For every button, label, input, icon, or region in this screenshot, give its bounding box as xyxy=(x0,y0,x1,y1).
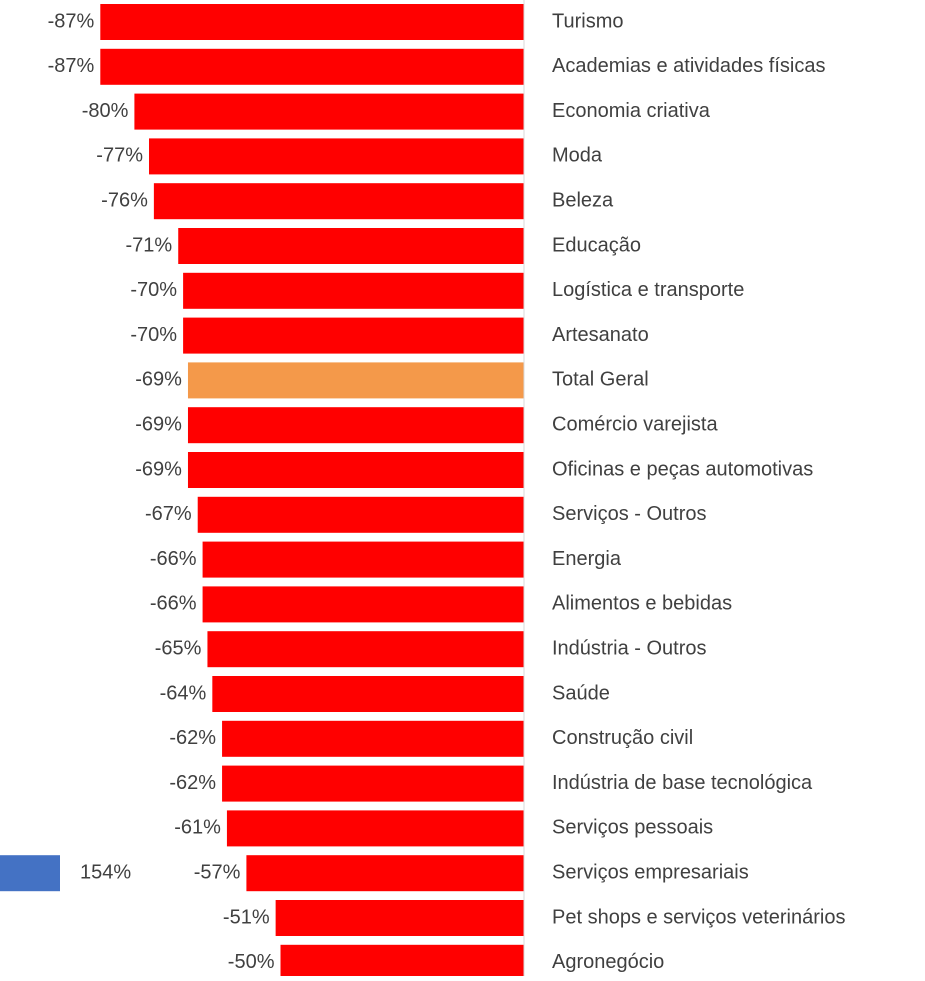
bar xyxy=(153,183,524,220)
category-label: Alimentos e bebidas xyxy=(552,593,732,615)
category-label: Oficinas e peças automotivas xyxy=(552,458,813,480)
bar xyxy=(100,48,524,85)
data-label: -51% xyxy=(223,906,270,928)
bar xyxy=(222,720,524,757)
data-label: -87% xyxy=(48,55,95,77)
bar xyxy=(202,586,524,623)
bar xyxy=(134,93,524,130)
bar xyxy=(275,900,524,936)
data-label: -67% xyxy=(145,503,192,525)
category-label: Artesanato xyxy=(552,324,649,346)
bar xyxy=(187,452,524,488)
data-label: -80% xyxy=(82,100,129,122)
data-label: 154% xyxy=(80,861,131,883)
data-label: -69% xyxy=(135,369,182,391)
category-label: Beleza xyxy=(552,189,614,211)
data-label: -62% xyxy=(169,772,216,794)
category-label: Serviços - Outros xyxy=(552,503,706,525)
data-label: -66% xyxy=(150,593,197,615)
category-label: Moda xyxy=(552,145,603,167)
category-label: Indústria - Outros xyxy=(552,637,707,659)
data-label: -62% xyxy=(169,727,216,749)
bar xyxy=(207,631,524,668)
data-label: -50% xyxy=(228,951,275,973)
bar xyxy=(149,138,524,175)
data-label: -87% xyxy=(48,10,95,32)
data-label: -70% xyxy=(130,279,177,301)
data-label: -77% xyxy=(96,145,143,167)
bar xyxy=(0,855,60,892)
bar xyxy=(197,496,524,533)
category-label: Saúde xyxy=(552,682,610,704)
category-label: Comércio varejista xyxy=(552,413,718,435)
category-label: Economia criativa xyxy=(552,100,711,122)
category-label: Pet shops e serviços veterinários xyxy=(552,906,845,928)
bar xyxy=(246,855,524,892)
data-label: -76% xyxy=(101,189,148,211)
category-label: Educação xyxy=(552,234,641,256)
category-label: Serviços empresariais xyxy=(552,861,749,883)
data-label: -64% xyxy=(160,682,207,704)
data-label: -65% xyxy=(155,637,202,659)
bar xyxy=(183,272,524,309)
bar xyxy=(100,4,524,40)
category-label: Turismo xyxy=(552,10,623,32)
bar xyxy=(187,407,524,444)
bar xyxy=(222,765,524,802)
category-label: Serviços pessoais xyxy=(552,817,713,839)
category-label: Academias e atividades físicas xyxy=(552,55,825,77)
bar xyxy=(280,944,524,981)
category-label: Logística e transporte xyxy=(552,279,744,301)
data-label: -71% xyxy=(126,234,173,256)
data-label: -69% xyxy=(135,458,182,480)
bar xyxy=(183,317,524,354)
bar xyxy=(178,228,525,264)
data-label: -57% xyxy=(194,861,241,883)
category-label: Construção civil xyxy=(552,727,693,749)
bar xyxy=(226,810,524,847)
bar xyxy=(202,541,524,578)
category-label: Energia xyxy=(552,548,622,570)
data-label: -61% xyxy=(174,817,221,839)
data-label: -70% xyxy=(130,324,177,346)
bar xyxy=(187,362,524,399)
category-label: Total Geral xyxy=(552,369,649,391)
category-label: Indústria de base tecnológica xyxy=(552,772,813,794)
category-label: Agronegócio xyxy=(552,951,664,973)
bar xyxy=(212,676,524,712)
data-label: -66% xyxy=(150,548,197,570)
data-label: -69% xyxy=(135,413,182,435)
